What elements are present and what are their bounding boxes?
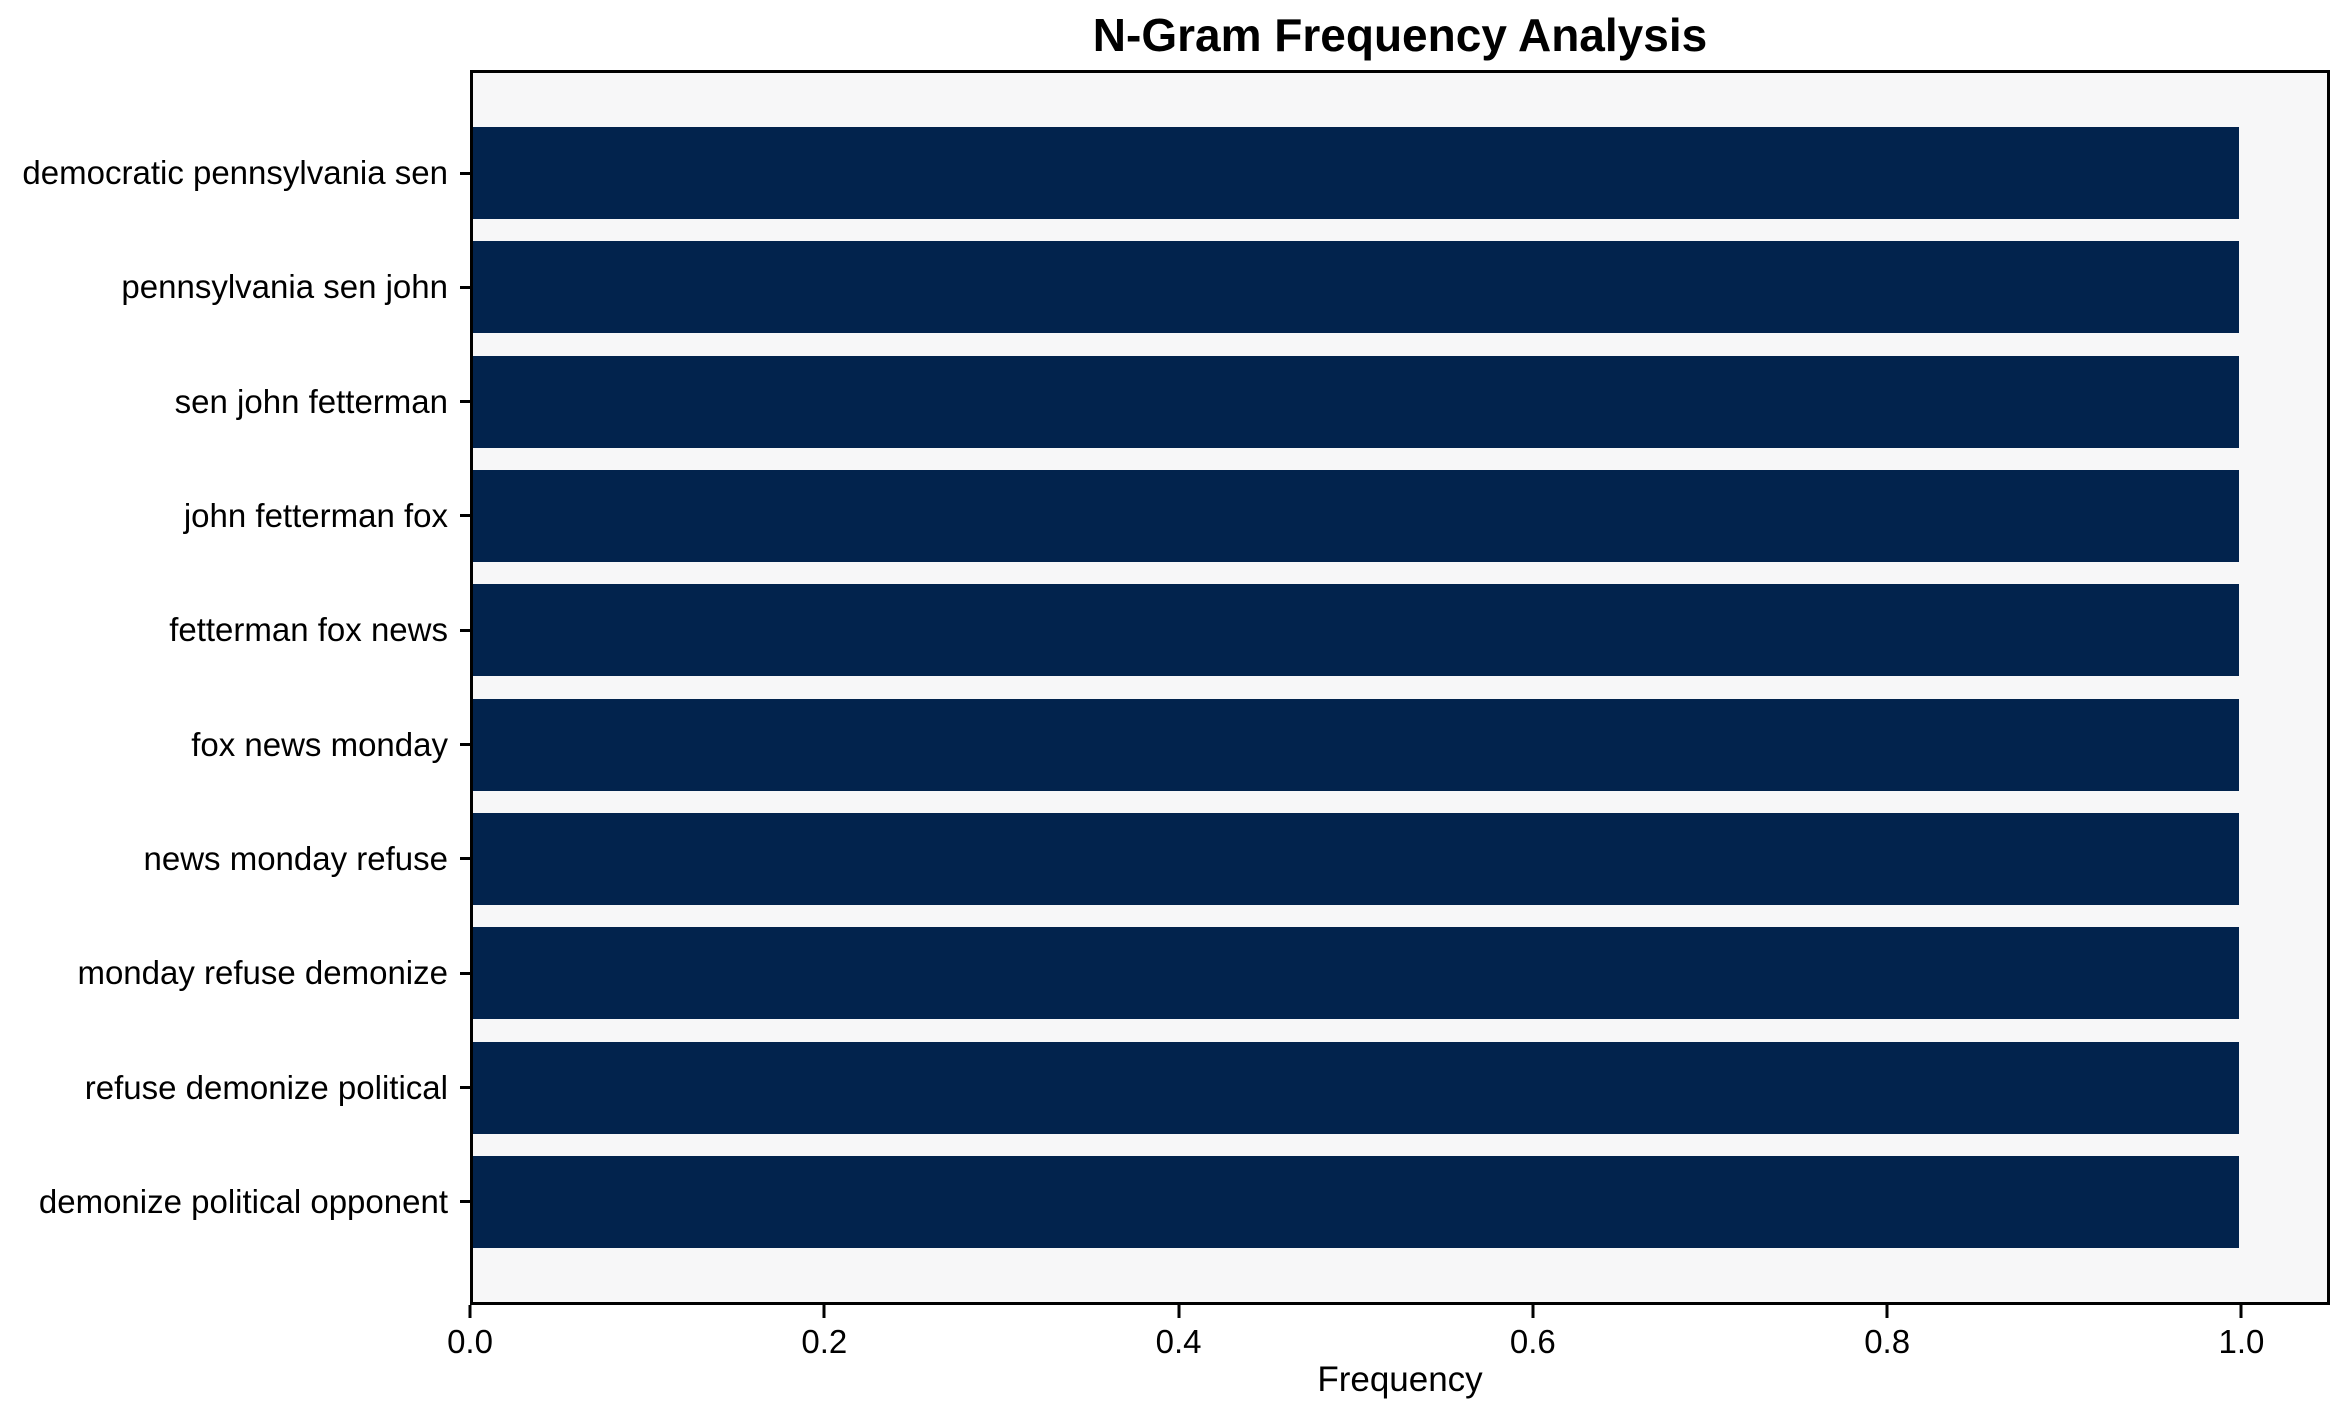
y-tick-mark [460, 285, 470, 289]
y-tick-mark [460, 400, 470, 404]
y-tick-mark [460, 1200, 470, 1204]
plot-area [470, 70, 2330, 1305]
bar [473, 469, 2239, 562]
y-tick-label: sen john fetterman [174, 382, 448, 420]
bar [473, 355, 2239, 448]
y-tick-label: monday refuse demonize [77, 954, 448, 992]
bar [473, 127, 2239, 219]
x-tick-mark [468, 1305, 472, 1318]
x-tick-label: 0.0 [447, 1323, 493, 1360]
y-tick-row: refuse demonize political [0, 1042, 470, 1134]
x-tick-label: 1.0 [2218, 1323, 2265, 1360]
x-tick-label: 0.4 [1155, 1323, 1202, 1360]
y-tick-label: john fetterman fox [183, 496, 448, 534]
y-tick-row: pennsylvania sen john [0, 241, 470, 333]
bar [473, 241, 2239, 334]
y-tick-mark [460, 971, 470, 975]
bar [473, 1041, 2239, 1134]
y-tick-label: news monday refuse [143, 839, 449, 877]
y-tick-row: demonize political opponent [0, 1156, 470, 1248]
y-tick-mark [460, 1086, 470, 1090]
y-tick-row: fox news monday [0, 699, 470, 791]
x-axis: 0.0 0.2 0.4 0.6 0.8 1.0 [447, 1305, 2330, 1375]
y-tick-row: sen john fetterman [0, 356, 470, 448]
y-tick-row: john fetterman fox [0, 470, 470, 562]
y-tick-mark [460, 171, 470, 175]
y-tick-label: fox news monday [191, 725, 448, 763]
y-tick-row: monday refuse demonize [0, 927, 470, 1019]
x-tick-mark [1885, 1305, 1889, 1318]
y-tick-label: democratic pennsylvania sen [22, 154, 448, 191]
x-tick-mark [2239, 1305, 2243, 1318]
x-tick-mark [822, 1305, 826, 1318]
chart-title: N-Gram Frequency Analysis [1092, 9, 1708, 61]
y-tick-mark [460, 628, 470, 632]
y-tick-mark [460, 743, 470, 747]
x-tick-label: 0.6 [1509, 1323, 1556, 1360]
y-tick-mark [460, 857, 470, 861]
bar [473, 927, 2239, 1020]
y-tick-label: refuse demonize political [84, 1068, 448, 1106]
x-tick-mark [1531, 1305, 1535, 1318]
x-tick-label: 0.8 [1864, 1323, 1911, 1360]
bar [473, 1155, 2239, 1248]
y-tick-label: pennsylvania sen john [121, 268, 448, 306]
x-axis-title: Frequency [1317, 1360, 1483, 1399]
x-tick-label: 0.2 [801, 1323, 848, 1360]
bar [473, 584, 2239, 677]
bar [473, 698, 2239, 791]
bar [473, 812, 2239, 905]
y-tick-row: news monday refuse [0, 813, 470, 905]
y-tick-row: fetterman fox news [0, 584, 470, 676]
x-tick-mark [1177, 1305, 1181, 1318]
y-axis: democratic pennsylvania sen pennsylvania … [0, 73, 470, 1302]
y-tick-label: demonize political opponent [38, 1182, 448, 1220]
y-tick-row: democratic pennsylvania sen [0, 127, 470, 219]
y-tick-label: fetterman fox news [169, 611, 448, 649]
y-tick-mark [460, 514, 470, 518]
